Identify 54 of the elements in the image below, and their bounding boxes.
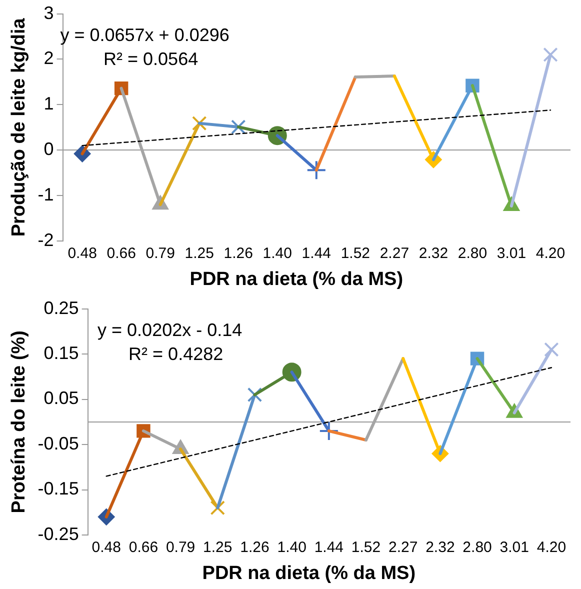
x-tick-label: 4.20 [536,539,566,556]
y-tick-label: -0.25 [38,524,79,544]
x-tick-label: 1.25 [203,539,232,556]
annotation: y = 0.0202x - 0.14 [98,320,242,340]
x-tick-label: 2.27 [380,245,410,262]
x-tick-label: 1.25 [184,245,214,262]
x-tick-label: 2.32 [418,245,448,262]
y-tick-label: 2 [44,48,54,68]
x-tick-label: 0.79 [166,539,196,556]
annotation: R² = 0.0564 [104,48,198,69]
y-tick-label: -0.15 [38,478,79,499]
x-tick-label: 0.66 [128,539,158,556]
x-tick-label: 2.80 [458,245,488,262]
y-axis-title: Proteína do leite (%) [8,330,30,514]
point [247,387,262,402]
point [306,160,326,180]
x-tick-label: 2.32 [426,539,455,556]
x-tick-label: 1.26 [240,539,270,556]
y-tick-label: 3 [44,2,54,23]
point [210,500,226,516]
point [318,420,339,441]
x-tick-label: 1.44 [314,539,344,556]
x-tick-label: 1.40 [262,245,292,262]
x-tick-label: 4.20 [536,245,566,262]
y-axis-title: Produção de leite kg/dia [8,18,30,237]
y-tick-label: 0.25 [44,298,79,318]
point [543,47,558,62]
y-tick-label: -1 [38,184,54,205]
y-tick-label: 1 [44,94,54,114]
y-tick-label: -0.05 [38,433,79,454]
y-tick-label: 0.05 [44,388,79,408]
x-tick-label: 0.48 [92,539,121,556]
x-tick-label: 0.79 [146,245,175,262]
y-tick-label: 0.15 [44,343,79,364]
x-tick-label: 1.52 [351,539,381,556]
x-tick-label: 1.26 [224,245,253,262]
annotation: R² = 0.4282 [128,344,224,364]
x-tick-label: 1.52 [340,245,370,262]
y-tick-label: 0 [44,139,54,160]
x-tick-label: 0.48 [68,245,97,262]
point [231,120,246,134]
x-tick-label: 0.66 [106,245,136,262]
x-tick-label: 3.01 [500,539,529,556]
x-axis-title: PDR na dieta (% da MS) [190,269,404,290]
x-tick-label: 2.80 [462,539,492,556]
y-tick-label: -2 [38,230,54,250]
x-tick-label: 1.40 [277,539,306,556]
x-tick-label: 2.27 [388,539,418,556]
point [544,342,559,357]
annotation: y = 0.0657x + 0.0296 [60,24,230,45]
x-tick-label: 3.01 [496,245,526,262]
x-axis-title: PDR na dieta (% da MS) [202,563,416,584]
x-tick-label: 1.44 [302,245,332,262]
point [192,116,207,131]
